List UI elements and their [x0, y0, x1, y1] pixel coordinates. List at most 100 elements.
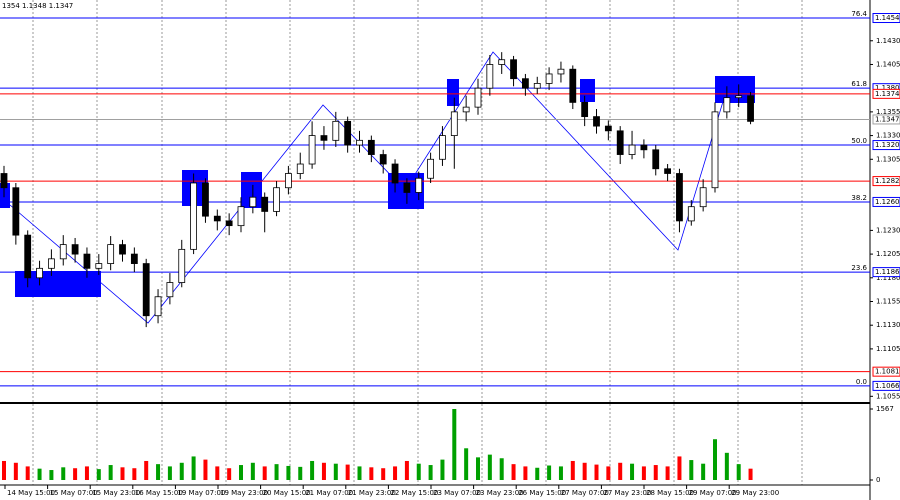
y-tick-label: 1.1430	[876, 37, 900, 45]
candle-body	[676, 173, 683, 222]
level-label-box	[872, 176, 900, 187]
fib-label: 76.4	[851, 10, 867, 18]
volume-bar	[487, 454, 492, 480]
candle-body	[427, 158, 435, 179]
volume-bar	[179, 462, 184, 480]
level-label-box	[872, 88, 900, 99]
volume-bar	[250, 462, 255, 480]
candle-body	[581, 101, 589, 118]
candle-body	[320, 135, 328, 141]
x-tick-label: 27 May 23:00	[603, 489, 651, 497]
volume-bar	[416, 463, 421, 480]
candle-body	[747, 95, 754, 122]
x-tick-label: 29 May 23:00	[731, 489, 779, 497]
level-label-box	[872, 196, 900, 207]
volume-bar	[333, 463, 338, 480]
volume-bar	[345, 464, 350, 480]
volume-bar	[310, 460, 315, 480]
x-tick-label: 19 May 07:00	[177, 489, 225, 497]
volume-bar	[606, 466, 611, 480]
candle-body	[604, 125, 612, 132]
level-label: 1.1260	[875, 198, 900, 206]
candle-body	[213, 215, 221, 222]
candle-body	[344, 120, 352, 146]
y-tick-label: 1.1105	[876, 345, 900, 353]
volume-bar	[215, 466, 220, 480]
y-tick-label: 1.1355	[876, 108, 900, 116]
volume-bar	[464, 448, 469, 480]
candle-body	[593, 116, 600, 127]
level-label-box	[872, 13, 900, 24]
candle-body	[569, 68, 577, 103]
candle-body	[356, 139, 363, 146]
candle-body	[652, 149, 660, 170]
candle-body	[735, 95, 743, 99]
volume-bar	[144, 460, 149, 480]
candle-body	[12, 187, 20, 236]
candle-body	[130, 253, 138, 264]
candle-body	[711, 111, 719, 189]
volume-bar	[286, 465, 291, 480]
volume-bar	[13, 462, 18, 480]
volume-bar	[440, 459, 445, 480]
zone	[0, 183, 10, 208]
candle-body	[616, 130, 624, 155]
zone	[580, 79, 595, 102]
volume-bar	[570, 460, 575, 480]
candle-body	[107, 244, 115, 264]
x-tick-label: 21 May 07:00	[305, 489, 353, 497]
y-tick-label: 1.1055	[876, 392, 900, 400]
candle-body	[391, 163, 399, 184]
y-tick-label: 1.1330	[876, 132, 900, 140]
volume-bar	[689, 460, 694, 480]
candle-body	[510, 59, 517, 80]
volume-bar	[357, 466, 362, 480]
level-label-box	[872, 267, 900, 278]
zone	[447, 79, 459, 106]
volume-bar	[321, 462, 326, 480]
candle-body	[687, 206, 695, 222]
level-label: 1.1454	[875, 14, 900, 22]
x-tick-label: 26 May 15:00	[518, 489, 566, 497]
volume-bar	[381, 468, 386, 480]
y-tick-label: 1.1155	[876, 298, 900, 306]
candle-body	[474, 87, 482, 108]
volume-bar	[96, 469, 101, 480]
candle-body	[142, 263, 150, 317]
y-tick-label: 1.1130	[876, 321, 900, 329]
candle-body	[462, 106, 470, 113]
volume-bar	[73, 468, 78, 480]
candle-body	[178, 248, 186, 283]
fib-label: 61.8	[851, 80, 867, 88]
level-label-box	[872, 140, 900, 151]
candle-body	[332, 120, 340, 141]
header: 1354 1.1348 1.1347	[2, 2, 73, 10]
candle-body	[403, 182, 411, 193]
x-tick-label: 15 May 23:00	[92, 489, 140, 497]
volume-bar	[404, 460, 409, 480]
volume-bar	[736, 464, 741, 480]
volume-bar	[262, 466, 267, 480]
y-tick-label: 1.1405	[876, 60, 900, 68]
volume-bar	[511, 464, 516, 480]
candle-body	[154, 296, 162, 317]
candle-body	[699, 187, 707, 208]
level-label: 1.1066	[875, 382, 900, 390]
volume-bar	[641, 466, 646, 480]
x-tick-label: 15 May 07:00	[50, 489, 98, 497]
volume-bar	[191, 456, 196, 480]
candle-body	[723, 97, 731, 113]
volume-tick-label: 0	[876, 476, 880, 484]
volume-bar	[274, 464, 279, 480]
candle-body	[415, 177, 423, 193]
level-label: 1.1374	[875, 90, 900, 98]
volume-bar	[558, 466, 563, 480]
fib-label: 38.2	[851, 194, 867, 202]
x-tick-label: 16 May 15:00	[135, 489, 183, 497]
volume-bar	[594, 464, 599, 480]
volume-bar	[428, 465, 433, 480]
fib-label: 23.6	[851, 264, 867, 272]
candle-body	[261, 196, 269, 212]
volume-bar	[547, 465, 552, 480]
volume-tick-label: 1567	[876, 405, 894, 413]
